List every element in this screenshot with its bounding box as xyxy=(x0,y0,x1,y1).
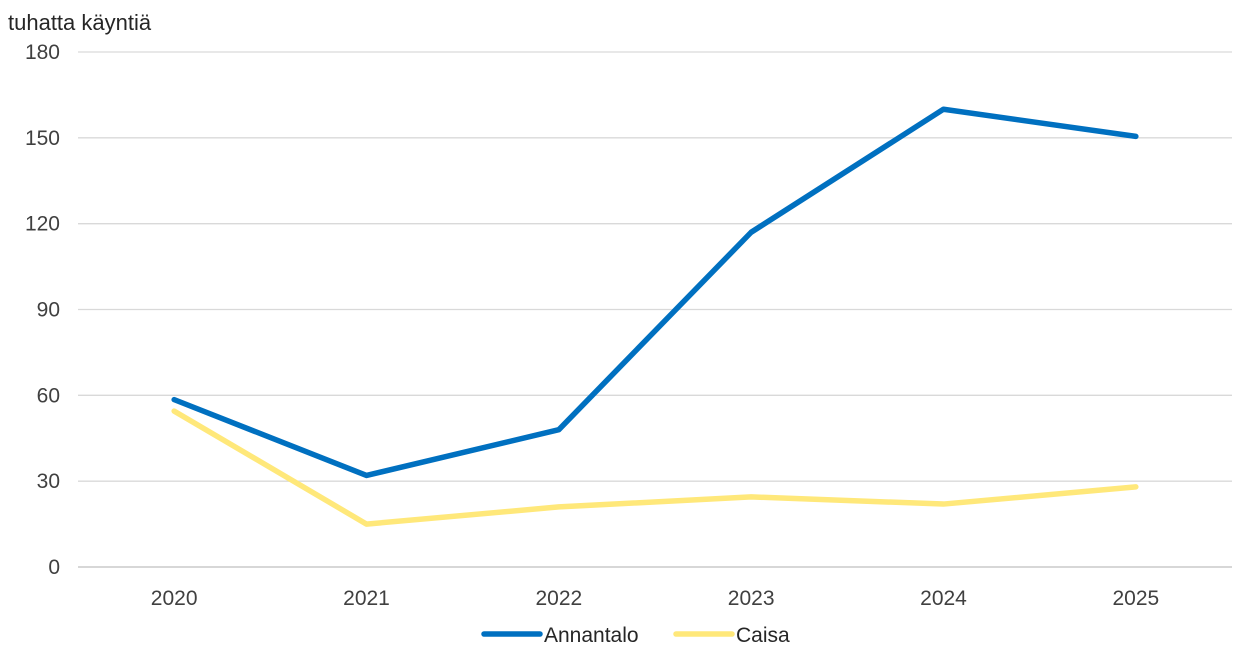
y-axis-title: tuhatta käyntiä xyxy=(8,10,152,35)
series-line-annantalo xyxy=(171,106,1139,479)
series-line-caisa xyxy=(171,408,1139,527)
legend-label-caisa: Caisa xyxy=(736,624,790,646)
y-tick-label: 90 xyxy=(37,299,60,322)
y-tick-label: 180 xyxy=(25,41,60,64)
gridlines xyxy=(78,51,1232,568)
legend: Annantalo Caisa xyxy=(481,624,790,646)
x-tick-label: 2021 xyxy=(343,587,390,610)
x-tick-label: 2022 xyxy=(535,587,582,610)
x-tick-labels: 2020 2021 2022 2023 2024 2025 xyxy=(151,587,1159,610)
x-tick-label: 2024 xyxy=(920,587,967,610)
y-tick-label: 150 xyxy=(25,127,60,150)
series-lines xyxy=(171,106,1139,527)
x-tick-label: 2020 xyxy=(151,587,198,610)
y-tick-label: 60 xyxy=(37,384,60,407)
y-tick-label: 30 xyxy=(37,470,60,493)
y-tick-label: 0 xyxy=(48,556,60,579)
x-tick-label: 2023 xyxy=(728,587,775,610)
y-tick-labels: 0 30 60 90 120 150 180 xyxy=(25,41,60,579)
y-tick-label: 120 xyxy=(25,213,60,236)
legend-label-annantalo: Annantalo xyxy=(544,624,639,646)
x-tick-label: 2025 xyxy=(1112,587,1159,610)
